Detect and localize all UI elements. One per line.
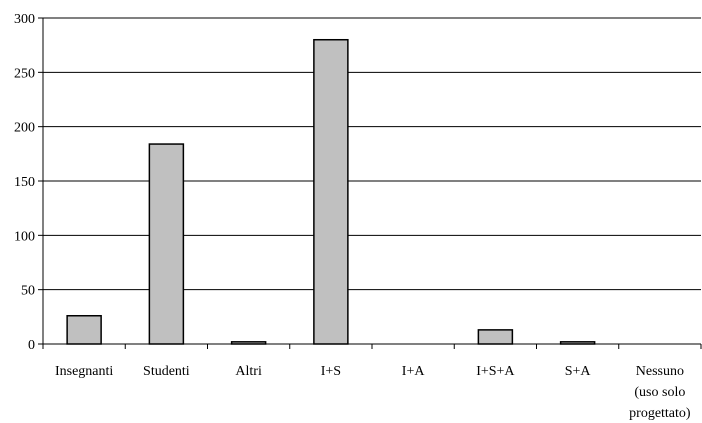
bar [148, 143, 185, 345]
x-tick-label: (uso solo [634, 385, 685, 400]
x-tick-label: S+A [565, 364, 592, 379]
y-axis-ticks: 0 50 100 150 200 250 300 [14, 12, 43, 353]
bars [66, 38, 596, 345]
axes [42, 18, 702, 349]
x-axis-labels: Insegnanti Studenti Altri I+S I+A I+S+A S+A Nes… [55, 364, 691, 421]
bar [66, 314, 102, 345]
x-tick-label: I+S+A [476, 364, 515, 379]
bar [477, 329, 514, 345]
bar [313, 38, 349, 345]
x-tick-label: Studenti [143, 364, 190, 379]
y-tick-label: 250 [14, 66, 35, 81]
y-tick-label: 200 [14, 121, 35, 136]
x-tick-label: I+S [321, 364, 341, 379]
y-tick-label: 100 [14, 229, 35, 244]
y-tick-label: 300 [14, 12, 35, 27]
y-tick-label: 150 [14, 175, 35, 190]
x-tick-label: Nessuno [636, 364, 684, 379]
x-tick-label: Altri [235, 364, 262, 379]
x-tick-label: Insegnanti [55, 364, 113, 379]
y-tick-label: 50 [21, 284, 35, 299]
x-tick-label: I+A [402, 364, 426, 379]
y-tick-label: 0 [28, 338, 35, 353]
gridlines [43, 17, 701, 291]
x-tick-label: progettato) [629, 406, 691, 421]
